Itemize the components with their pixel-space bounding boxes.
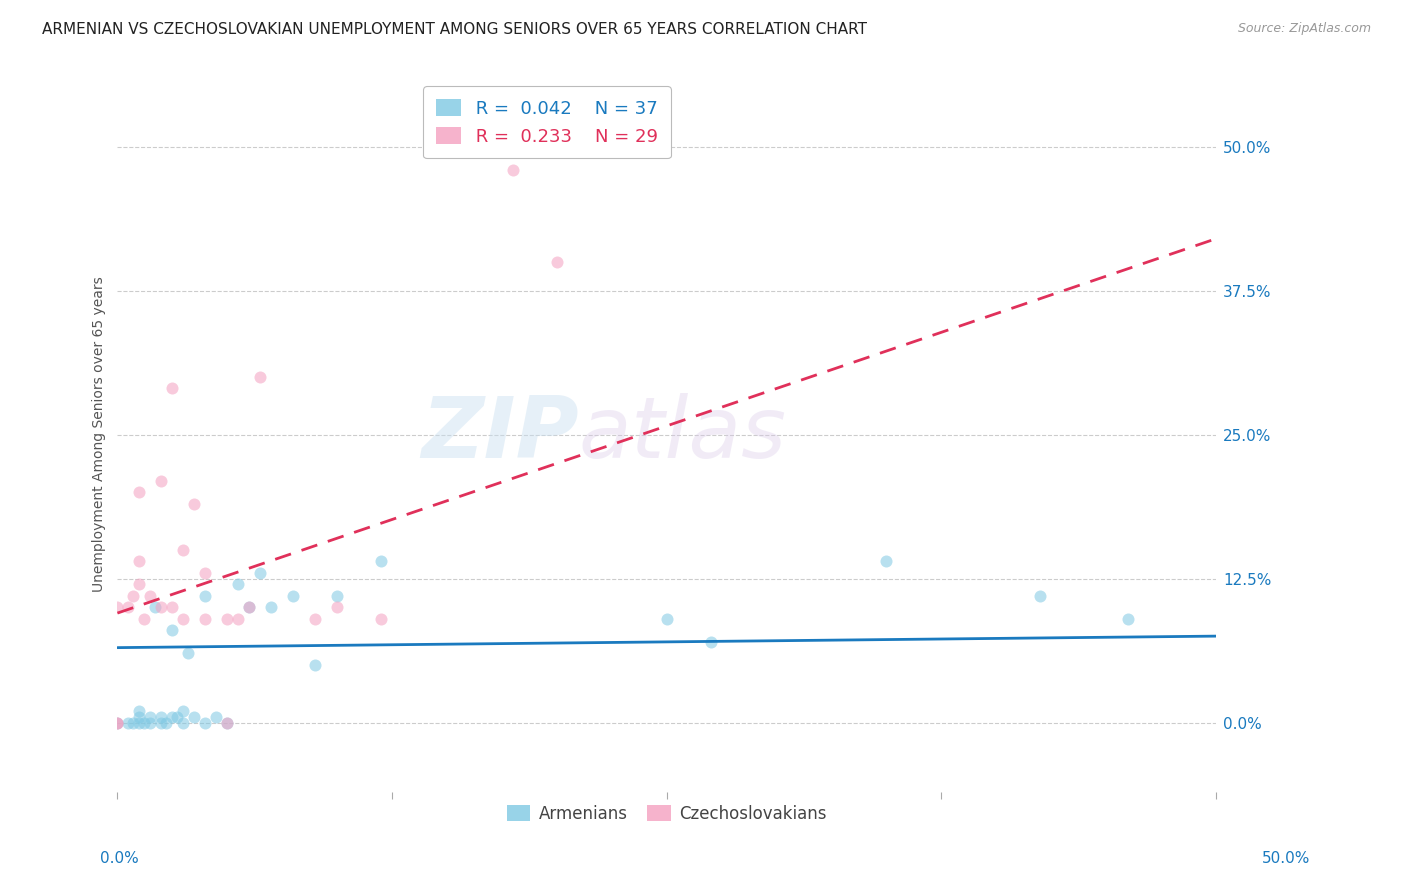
- Point: [128, 554, 150, 568]
- Point: [128, 715, 150, 730]
- Text: 50.0%: 50.0%: [1263, 851, 1310, 865]
- Point: [107, 600, 129, 615]
- Legend: Armenians, Czechoslovakians: Armenians, Czechoslovakians: [501, 798, 834, 830]
- Point: [655, 612, 678, 626]
- Point: [699, 635, 721, 649]
- Point: [183, 497, 205, 511]
- Point: [326, 600, 349, 615]
- Point: [326, 589, 349, 603]
- Point: [177, 647, 200, 661]
- Point: [117, 600, 139, 615]
- Point: [139, 715, 162, 730]
- Point: [226, 577, 249, 591]
- Point: [128, 704, 150, 718]
- Point: [107, 715, 129, 730]
- Point: [304, 612, 326, 626]
- Point: [150, 474, 173, 488]
- Point: [172, 612, 194, 626]
- Point: [194, 589, 217, 603]
- Point: [132, 612, 155, 626]
- Point: [139, 710, 162, 724]
- Point: [194, 715, 217, 730]
- Point: [502, 162, 524, 177]
- Point: [121, 715, 143, 730]
- Point: [162, 710, 184, 724]
- Point: [139, 589, 162, 603]
- Point: [283, 589, 305, 603]
- Text: ARMENIAN VS CZECHOSLOVAKIAN UNEMPLOYMENT AMONG SENIORS OVER 65 YEARS CORRELATION: ARMENIAN VS CZECHOSLOVAKIAN UNEMPLOYMENT…: [42, 22, 868, 37]
- Point: [546, 254, 568, 268]
- Point: [128, 485, 150, 500]
- Point: [162, 624, 184, 638]
- Text: ZIP: ZIP: [422, 393, 579, 476]
- Point: [128, 710, 150, 724]
- Point: [107, 715, 129, 730]
- Point: [249, 370, 271, 384]
- Point: [194, 612, 217, 626]
- Point: [155, 715, 177, 730]
- Text: Source: ZipAtlas.com: Source: ZipAtlas.com: [1237, 22, 1371, 36]
- Text: atlas: atlas: [579, 393, 787, 476]
- Point: [238, 600, 260, 615]
- Point: [217, 715, 239, 730]
- Point: [150, 600, 173, 615]
- Point: [205, 710, 228, 724]
- Point: [172, 542, 194, 557]
- Point: [128, 577, 150, 591]
- Point: [1029, 589, 1052, 603]
- Point: [226, 612, 249, 626]
- Point: [121, 589, 143, 603]
- Point: [150, 715, 173, 730]
- Point: [150, 710, 173, 724]
- Point: [162, 600, 184, 615]
- Point: [107, 715, 129, 730]
- Point: [162, 381, 184, 395]
- Text: 0.0%: 0.0%: [100, 851, 139, 865]
- Point: [875, 554, 897, 568]
- Point: [370, 554, 392, 568]
- Point: [238, 600, 260, 615]
- Point: [172, 715, 194, 730]
- Point: [370, 612, 392, 626]
- Point: [117, 715, 139, 730]
- Point: [166, 710, 188, 724]
- Point: [172, 704, 194, 718]
- Point: [143, 600, 166, 615]
- Point: [132, 715, 155, 730]
- Point: [217, 715, 239, 730]
- Point: [194, 566, 217, 580]
- Point: [1116, 612, 1139, 626]
- Point: [183, 710, 205, 724]
- Point: [304, 657, 326, 672]
- Y-axis label: Unemployment Among Seniors over 65 years: Unemployment Among Seniors over 65 years: [93, 277, 107, 592]
- Point: [217, 612, 239, 626]
- Point: [260, 600, 283, 615]
- Point: [249, 566, 271, 580]
